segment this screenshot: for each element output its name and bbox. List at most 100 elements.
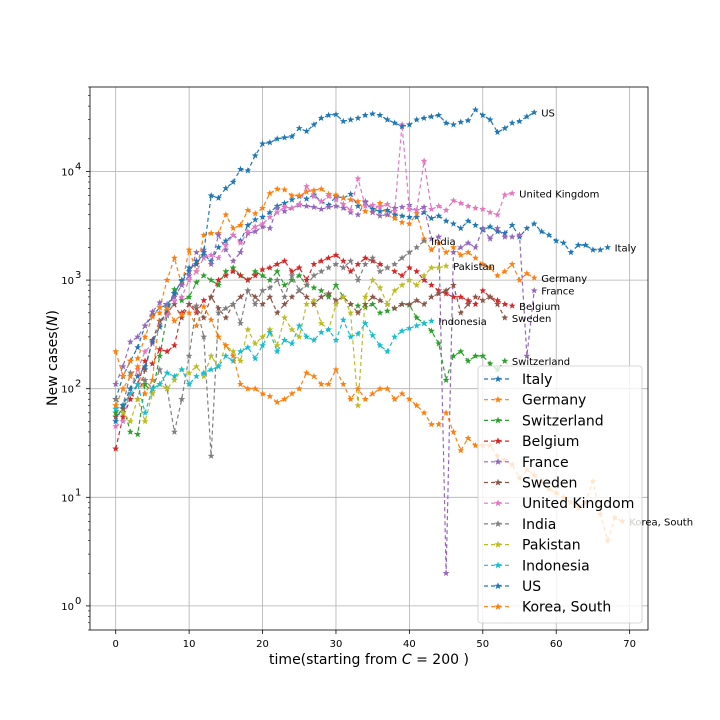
legend-marker xyxy=(494,395,502,403)
data-point xyxy=(266,293,274,300)
data-point xyxy=(295,124,303,132)
data-point xyxy=(295,385,303,392)
data-point xyxy=(112,409,120,416)
legend-label: Italy xyxy=(522,372,552,388)
data-point xyxy=(244,206,252,214)
data-point xyxy=(222,211,230,218)
legend-label: United Kingdom xyxy=(522,496,634,512)
end-label-italy: Italy xyxy=(615,243,637,254)
data-point xyxy=(288,340,296,347)
data-point xyxy=(405,213,413,221)
y-axis-label-part-3: ) xyxy=(45,310,61,315)
data-point xyxy=(501,191,509,198)
data-point xyxy=(523,269,531,277)
data-point xyxy=(171,372,178,380)
data-point xyxy=(237,165,244,173)
data-point xyxy=(552,237,560,244)
data-point xyxy=(376,111,384,119)
data-point xyxy=(237,239,244,246)
data-point xyxy=(523,224,531,232)
data-point xyxy=(420,300,428,308)
data-point xyxy=(317,205,325,213)
data-point xyxy=(215,309,222,316)
data-point xyxy=(435,264,443,271)
data-point xyxy=(325,290,333,297)
data-point xyxy=(332,202,340,210)
data-point xyxy=(178,276,186,284)
data-point xyxy=(244,287,252,294)
data-point xyxy=(464,217,472,224)
data-point xyxy=(148,338,156,345)
data-point xyxy=(427,327,435,334)
data-point xyxy=(273,135,281,142)
data-point xyxy=(185,276,193,284)
data-point xyxy=(376,341,384,349)
data-point xyxy=(405,220,413,227)
x-ticks: 0 10 20 30 40 50 60 70 xyxy=(113,630,636,650)
data-point xyxy=(457,224,465,232)
data-point xyxy=(464,202,472,210)
legend-label: Indonesia xyxy=(522,558,590,574)
data-point xyxy=(457,309,465,316)
data-point xyxy=(508,233,516,240)
legend-item-france: France xyxy=(484,455,569,471)
x-tick-label: 0 xyxy=(113,639,119,650)
data-point xyxy=(251,293,259,300)
data-point xyxy=(251,354,259,362)
data-point xyxy=(200,248,208,256)
data-point xyxy=(413,116,421,123)
data-point xyxy=(185,309,193,316)
data-point xyxy=(427,293,435,300)
data-point xyxy=(516,117,523,125)
data-point xyxy=(442,409,450,416)
data-point xyxy=(325,264,333,271)
data-point xyxy=(435,290,443,297)
y-axis-label-part-1: New cases( xyxy=(45,326,61,406)
data-point xyxy=(310,296,318,304)
data-point xyxy=(325,293,333,300)
data-point xyxy=(281,395,288,403)
data-point xyxy=(310,192,318,200)
data-point xyxy=(229,257,237,264)
data-point xyxy=(361,260,369,268)
data-point xyxy=(405,300,413,308)
data-point xyxy=(508,302,516,309)
data-point xyxy=(347,300,355,308)
legend-item-italy: Italy xyxy=(484,372,552,388)
data-point xyxy=(237,380,244,388)
data-point xyxy=(457,293,465,300)
data-point xyxy=(354,309,362,316)
data-point xyxy=(119,401,127,409)
data-point xyxy=(435,202,443,210)
data-point xyxy=(171,293,178,300)
data-point xyxy=(361,202,369,210)
y-tick-label: 10 xyxy=(61,385,74,396)
data-point xyxy=(193,372,200,380)
data-point xyxy=(273,276,281,284)
data-point xyxy=(281,199,288,207)
data-point xyxy=(339,117,347,125)
data-point xyxy=(310,121,318,128)
legend-item-belgium: Belgium xyxy=(484,434,579,450)
data-point xyxy=(427,214,435,222)
data-point xyxy=(310,300,318,308)
data-point xyxy=(266,208,274,216)
data-point xyxy=(237,347,244,355)
data-point xyxy=(325,192,333,200)
data-point xyxy=(405,121,413,128)
data-point xyxy=(185,369,193,376)
data-point xyxy=(126,385,134,392)
data-point xyxy=(332,281,340,288)
data-point xyxy=(229,264,237,271)
data-point xyxy=(200,296,208,304)
legend-marker xyxy=(494,458,502,465)
legend-label: India xyxy=(522,517,556,533)
data-point xyxy=(156,309,164,316)
data-point xyxy=(435,233,443,240)
data-point xyxy=(303,188,311,195)
legend-label: US xyxy=(522,579,541,595)
data-point xyxy=(361,319,369,327)
data-point xyxy=(288,276,296,284)
data-point xyxy=(273,309,281,316)
data-point xyxy=(200,314,208,321)
